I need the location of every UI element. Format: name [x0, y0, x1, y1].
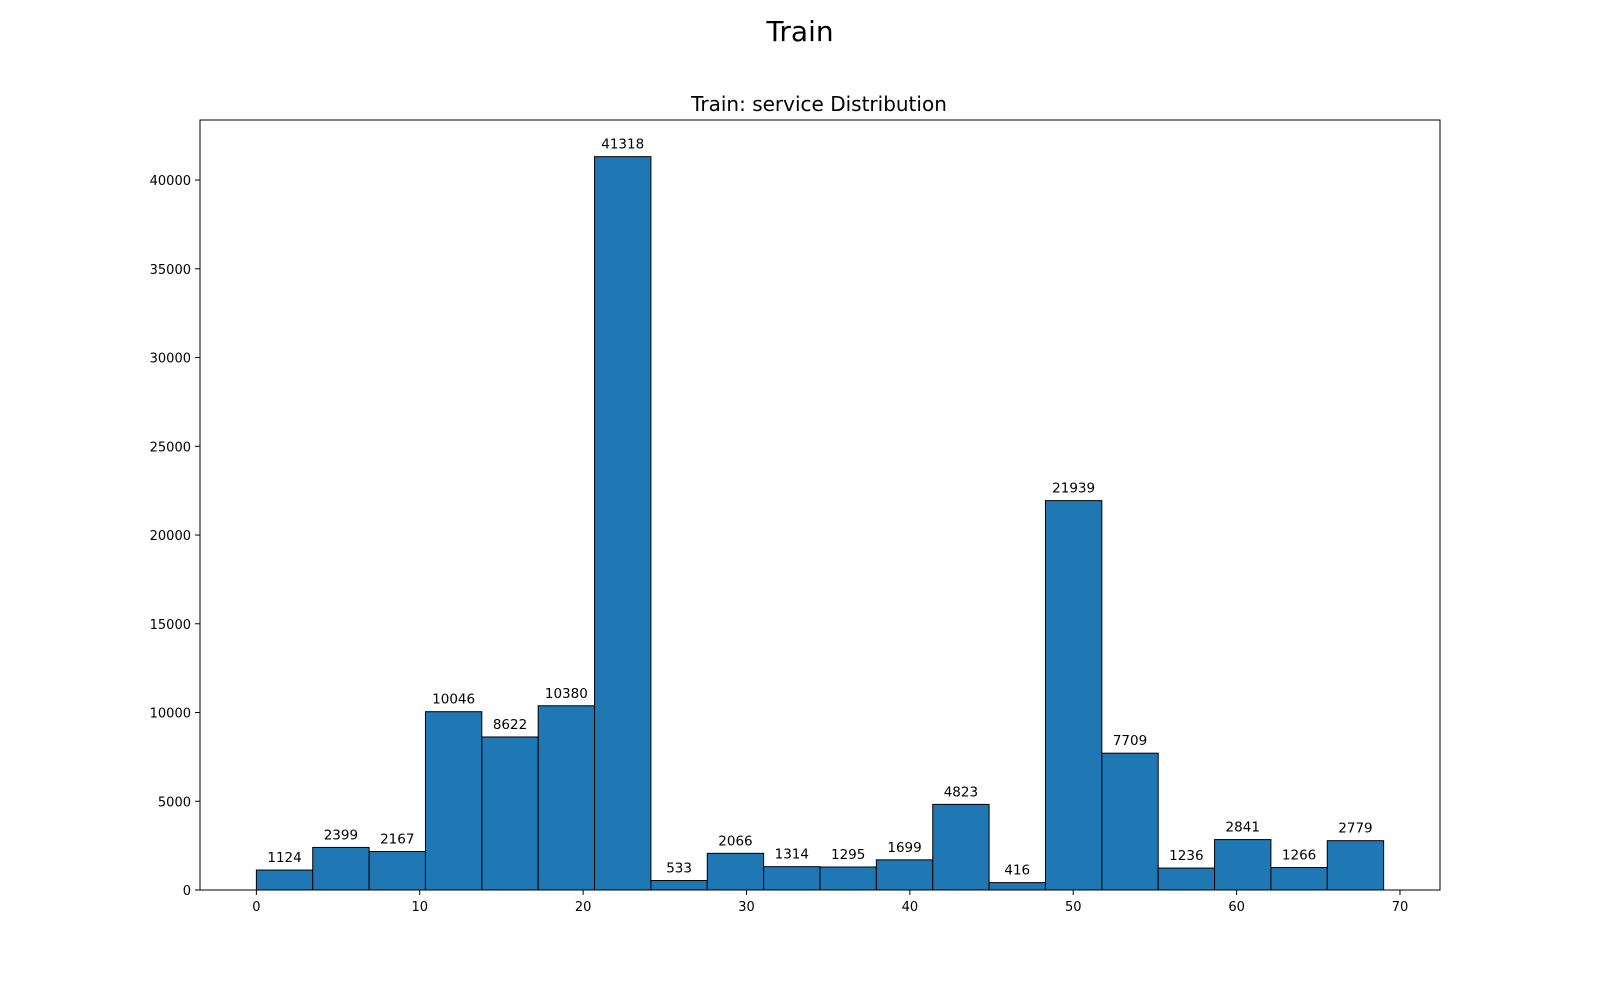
y-tick-label: 30000 [150, 352, 191, 367]
x-tick-label: 70 [1392, 900, 1409, 915]
histogram-bar [424, 711, 483, 891]
y-tick-label: 25000 [150, 440, 191, 455]
histogram-bar [1157, 867, 1216, 891]
bar-value-label: 2066 [718, 833, 752, 849]
histogram-bar [312, 846, 370, 891]
histogram-bar [763, 866, 821, 891]
y-tick-label: 15000 [150, 618, 191, 633]
y-tick-label: 35000 [150, 263, 191, 278]
histogram-bar [481, 736, 539, 891]
x-tick-label: 10 [411, 900, 428, 915]
histogram-bar [875, 859, 934, 891]
histogram-bar [932, 803, 990, 891]
bar-value-label: 4823 [944, 784, 978, 800]
x-tick-label: 0 [252, 900, 260, 915]
bar-value-label: 533 [666, 861, 692, 877]
histogram-bar [1044, 500, 1103, 891]
bars-layer [255, 156, 1385, 891]
bar-value-label: 41318 [601, 137, 644, 153]
bar-value-label: 2399 [324, 827, 358, 843]
x-tick-label: 60 [1228, 900, 1245, 915]
figure-title: Train [765, 15, 833, 48]
histogram-bar [368, 851, 426, 891]
x-tick-label: 40 [902, 900, 919, 915]
x-tick-label: 50 [1065, 900, 1082, 915]
bar-value-label: 21939 [1052, 481, 1095, 497]
bar-value-label: 7709 [1113, 733, 1147, 749]
histogram-bar [537, 705, 596, 891]
histogram-bar [255, 869, 314, 891]
histogram-bar [594, 156, 652, 891]
bar-value-label: 1124 [267, 850, 301, 866]
bar-value-label: 416 [1004, 863, 1030, 879]
bar-value-label: 8622 [493, 717, 527, 733]
histogram-bar [1270, 867, 1328, 891]
bar-value-label: 10380 [545, 686, 588, 702]
x-axis: 0 10 20 30 40 50 60 70 [252, 890, 1408, 915]
y-tick-label: 40000 [150, 174, 191, 189]
x-tick-label: 30 [738, 900, 755, 915]
y-tick-label: 20000 [150, 529, 191, 544]
bar-value-label: 2841 [1226, 820, 1260, 836]
bar-value-label: 2167 [380, 832, 414, 848]
x-tick-label: 20 [575, 900, 592, 915]
histogram-bar [1101, 752, 1159, 891]
bar-value-label: 1266 [1282, 848, 1316, 864]
plot-frame [199, 119, 1441, 891]
y-axis: 0 5000 10000 15000 20000 25000 30000 35000 40000 [150, 174, 200, 899]
y-tick-label: 5000 [158, 795, 191, 810]
histogram-bar [1214, 839, 1272, 891]
histogram-bar [706, 852, 765, 891]
bar-labels-layer: 1124 2399 2167 10046 8622 10380 41318 533 2066 13… [267, 137, 1372, 879]
histogram-bar [650, 880, 708, 891]
y-tick-label: 0 [183, 884, 191, 899]
bar-value-label: 1236 [1169, 848, 1203, 864]
histogram-bar [988, 882, 1046, 891]
bar-value-label: 1295 [831, 847, 865, 863]
bar-value-label: 2779 [1338, 821, 1372, 837]
axes-title: Train: service Distribution [690, 92, 947, 116]
bar-value-label: 1314 [775, 847, 809, 863]
y-tick-label: 10000 [150, 707, 191, 722]
histogram-bar [1326, 840, 1385, 891]
histogram-bar [819, 866, 877, 891]
bar-value-label: 1699 [887, 840, 921, 856]
bar-value-label: 10046 [432, 692, 475, 708]
